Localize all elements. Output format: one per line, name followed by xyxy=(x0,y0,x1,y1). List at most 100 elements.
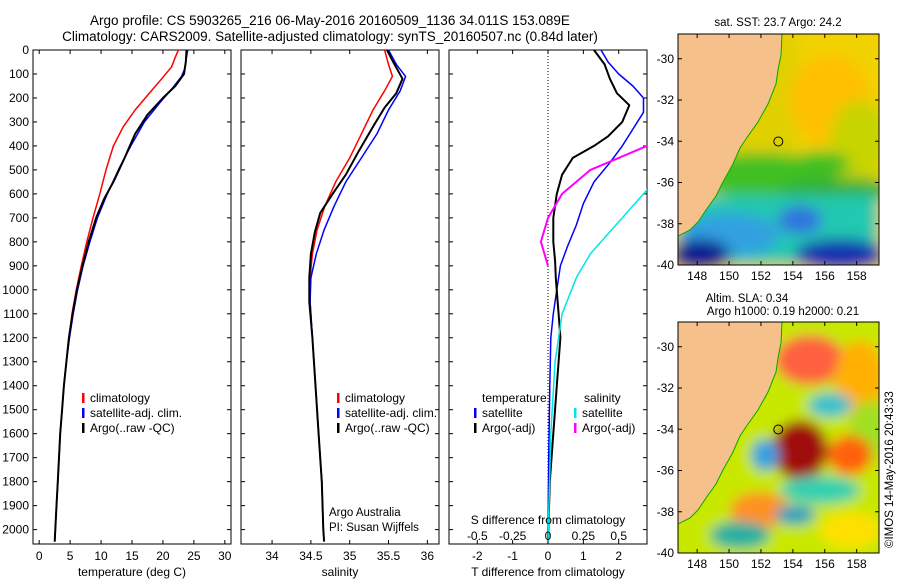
sst-map: sat. SST: 23.7 Argo: 24.2 -30-32-34-36-3… xyxy=(657,17,880,283)
legend-label-climatology: climatology xyxy=(345,391,405,405)
x-tick-label: 25 xyxy=(187,549,201,563)
lon-tick-label: 156 xyxy=(815,557,835,571)
t-difference-xlabel: T difference from climatology xyxy=(471,565,625,579)
sla-map-title-line2: Argo h1000: 0.19 h2000: 0.21 xyxy=(707,306,859,318)
salinity-series xyxy=(308,50,407,542)
x-tick-label: 5 xyxy=(67,549,74,563)
lon-tick-label: 148 xyxy=(687,557,707,571)
s-diff-tick-label: 0 xyxy=(545,529,552,543)
temperature-x-axis: 0 5 10 15 20 25 30 xyxy=(36,50,232,563)
sst-map-axes: -30 -32 -34 -36 -38 -40 148 150 152 154 156 158 xyxy=(657,34,879,283)
depth-tick-label: 1500 xyxy=(2,403,29,417)
imos-credit: ©IMOS 14-May-2016 20:43:33 xyxy=(884,391,896,548)
temperature-xlabel: temperature (deg C) xyxy=(78,565,186,579)
legend-swatch-climatology xyxy=(337,393,340,403)
lat-tick-label: -32 xyxy=(657,381,675,395)
series-line-argo-raw-qc- xyxy=(308,50,404,542)
sla-map-frame xyxy=(677,321,880,554)
x-tick-label: 35.5 xyxy=(377,549,401,563)
lon-tick-label: 152 xyxy=(751,557,771,571)
s-difference-xlabel: S difference from climatology xyxy=(471,513,626,527)
legend-swatch-satellite xyxy=(82,408,85,418)
salinity-difference-ticks: -0.5 -0.25 0 0.25 0.5 xyxy=(467,529,627,543)
lat-tick-label: -36 xyxy=(657,464,675,478)
pi-label: PI: Susan Wijffels xyxy=(329,522,419,534)
x-tick-label: -1 xyxy=(507,549,518,563)
x-tick-label: 10 xyxy=(94,549,108,563)
depth-tick-label: 1200 xyxy=(2,331,29,345)
depth-tick-label: 0 xyxy=(22,43,29,57)
series-line-satellite xyxy=(547,50,645,542)
salinity-depth-ticks xyxy=(241,49,439,531)
lat-tick-label: -30 xyxy=(657,340,675,354)
depth-tick-label: 800 xyxy=(9,235,29,249)
depth-tick-label: 1300 xyxy=(2,355,29,369)
s-diff-tick-label: 0.25 xyxy=(572,529,596,543)
legend-swatch-argo xyxy=(82,423,85,433)
lon-tick-label: 150 xyxy=(719,269,739,283)
x-tick-label: 2 xyxy=(615,549,622,563)
salinity-legend: climatology satellite-adj. clim. Argo(..… xyxy=(337,391,437,435)
sst-map-title: sat. SST: 23.7 Argo: 24.2 xyxy=(714,17,841,29)
x-tick-label: 0 xyxy=(36,549,43,563)
depth-tick-label: 2000 xyxy=(2,523,29,537)
institution-label: Argo Australia xyxy=(329,507,401,519)
temperature-legend: climatology satellite-adj. clim. Argo(..… xyxy=(82,391,182,435)
x-tick-label: 30 xyxy=(218,549,232,563)
depth-tick-label: 1000 xyxy=(2,283,29,297)
lon-tick-label: 154 xyxy=(783,269,803,283)
depth-tick-label: 1700 xyxy=(2,451,29,465)
s-diff-tick-label: -0.5 xyxy=(467,529,488,543)
lat-tick-label: -30 xyxy=(657,52,675,66)
difference-depth-ticks xyxy=(449,49,647,531)
legend-label-s-satellite: satellite xyxy=(582,406,623,420)
figure-title-line2: Climatology: CARS2009. Satellite-adjuste… xyxy=(62,29,598,44)
depth-tick-label: 1400 xyxy=(2,379,29,393)
difference-series xyxy=(539,50,647,542)
temperature-panel: 0100200300400500600700800900100011001200… xyxy=(2,43,232,579)
legend-label-t-satellite: satellite xyxy=(482,406,523,420)
depth-tick-label: 500 xyxy=(9,163,29,177)
legend-title-temperature: temperature xyxy=(482,391,547,405)
land-mass xyxy=(678,34,783,237)
legend-swatch-satellite xyxy=(337,408,340,418)
sla-map-axes: -30 -32 -34 -36 -38 -40 148 150 152 154 156 158 xyxy=(657,322,879,571)
legend-swatch-t-satellite xyxy=(474,408,477,418)
x-tick-label: 35 xyxy=(343,549,357,563)
legend-label-s-argo: Argo(-adj) xyxy=(582,421,635,435)
sst-field xyxy=(678,34,879,265)
depth-tick-label: 1600 xyxy=(2,427,29,441)
legend-swatch-s-satellite xyxy=(574,408,577,418)
difference-legend: temperature satellite Argo(-adj) salinit… xyxy=(474,391,635,435)
x-tick-label: 1 xyxy=(580,549,587,563)
lat-tick-label: -40 xyxy=(657,258,675,272)
difference-panel: -2 -1 0 1 2 T difference from climatology S … xyxy=(448,49,648,579)
figure-title-line1: Argo profile: CS 5903265_216 06-May-2016… xyxy=(90,13,570,28)
lat-tick-label: -38 xyxy=(657,505,675,519)
temperature-axes xyxy=(32,49,232,545)
x-tick-label: 34.5 xyxy=(299,549,323,563)
depth-tick-label: 300 xyxy=(9,115,29,129)
depth-tick-label: 900 xyxy=(9,259,29,273)
lon-tick-label: 156 xyxy=(815,269,835,283)
lon-tick-label: 158 xyxy=(847,269,867,283)
legend-label-satellite: satellite-adj. clim. xyxy=(345,406,437,420)
x-tick-label: -2 xyxy=(472,549,483,563)
series-line-argo-adj- xyxy=(539,144,647,267)
legend-swatch-argo xyxy=(337,423,340,433)
x-tick-label: 0 xyxy=(545,549,552,563)
x-tick-label: 20 xyxy=(156,549,170,563)
s-diff-tick-label: -0.25 xyxy=(499,529,527,543)
legend-swatch-t-argo xyxy=(474,423,477,433)
sst-map-frame xyxy=(677,33,880,266)
argo-float-marker xyxy=(773,136,784,147)
depth-tick-label: 1800 xyxy=(2,475,29,489)
salinity-panel: 34 34.5 35 35.5 36 salinity climatology sate… xyxy=(240,49,440,579)
legend-swatch-climatology xyxy=(82,393,85,403)
x-tick-label: 15 xyxy=(125,549,139,563)
x-tick-label: 36 xyxy=(421,549,435,563)
lon-tick-label: 150 xyxy=(719,557,739,571)
legend-label-argo: Argo(..raw -QC) xyxy=(345,421,430,435)
lat-tick-label: -32 xyxy=(657,93,675,107)
